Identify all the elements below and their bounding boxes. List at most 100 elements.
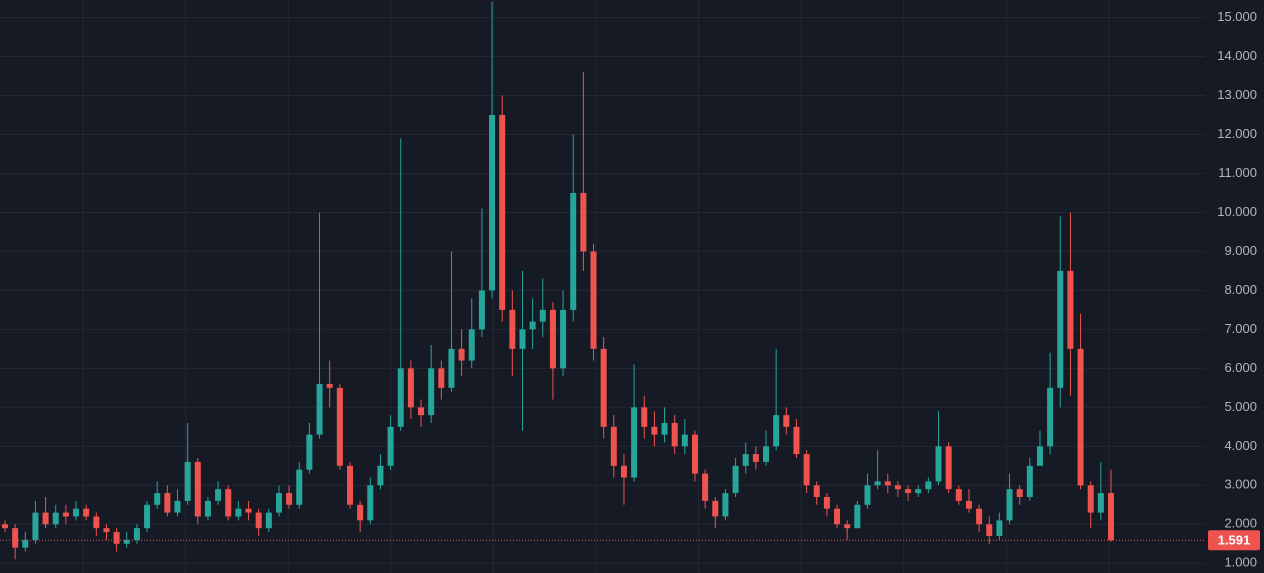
candle-body <box>458 348 465 361</box>
y-tick-label: 4.000 <box>1224 438 1257 453</box>
candle-body <box>773 415 780 447</box>
candle-body <box>834 508 841 525</box>
candle-body <box>336 387 343 466</box>
candle-body <box>945 446 952 490</box>
y-tick-label: 11.000 <box>1218 165 1257 180</box>
candle-body <box>32 512 39 540</box>
candle-body <box>489 114 496 291</box>
candle-body <box>823 496 830 509</box>
candle-body <box>478 290 485 330</box>
candle-body <box>1006 489 1013 521</box>
candle-body <box>93 516 100 529</box>
candle-body <box>255 512 262 529</box>
candles <box>2 1 1114 560</box>
candle-body <box>813 485 820 497</box>
y-tick-label: 3.000 <box>1224 477 1257 492</box>
candle-body <box>377 465 384 486</box>
candle-body <box>1047 387 1054 447</box>
candle-body <box>783 415 790 427</box>
price-axis: 1.000 2.000 3.000 4.000 5.000 6.000 7.000 8.000… <box>1217 9 1257 570</box>
candle-body <box>326 383 333 388</box>
candle-body <box>1057 270 1064 388</box>
candle-body <box>407 368 414 408</box>
candle-body <box>935 446 942 482</box>
candle-body <box>275 493 282 513</box>
y-tick-label: 15.000 <box>1217 9 1257 24</box>
candle-body <box>357 504 364 521</box>
candle-body <box>286 493 293 505</box>
y-tick-label: 2.000 <box>1224 516 1257 531</box>
candle-body <box>22 539 29 548</box>
candle-body <box>722 493 729 517</box>
candle-body <box>1067 270 1074 349</box>
candle-body <box>123 539 130 544</box>
candle-body <box>732 465 739 494</box>
candle-body <box>1108 493 1114 541</box>
candle-body <box>691 434 698 474</box>
candle-body <box>539 309 546 322</box>
y-tick-label: 7.000 <box>1224 321 1257 336</box>
candle-body <box>925 481 932 490</box>
last-price: 1.591 <box>0 530 1260 551</box>
candle-body <box>346 465 353 505</box>
y-tick-label: 9.000 <box>1224 243 1257 258</box>
candle-body <box>1016 489 1023 497</box>
candle-body <box>296 469 303 505</box>
candle-body <box>367 485 374 521</box>
candle-body <box>235 508 242 517</box>
candle-body <box>986 524 993 536</box>
candle-body <box>428 368 435 416</box>
candle-body <box>620 465 627 478</box>
candle-body <box>184 461 191 501</box>
candle-body <box>742 454 749 466</box>
y-tick-label: 12.000 <box>1217 126 1257 141</box>
candle-body <box>174 500 181 513</box>
candle-body <box>12 528 19 548</box>
candle-body <box>397 368 404 427</box>
candle-body <box>529 321 536 330</box>
candle-body <box>194 461 201 517</box>
candle-body <box>62 512 69 517</box>
candle-body <box>803 454 810 486</box>
candle-body <box>83 508 90 517</box>
last-price-label: 1.591 <box>1218 533 1251 548</box>
candle-body <box>306 434 313 470</box>
y-tick-label: 14.000 <box>1217 48 1257 63</box>
candle-body <box>610 426 617 466</box>
candle-body <box>681 434 688 447</box>
candle-body <box>448 348 455 388</box>
candle-body <box>468 329 475 361</box>
candle-body <box>225 489 232 517</box>
candle-body <box>793 426 800 455</box>
candle-body <box>580 192 587 252</box>
candle-body <box>509 309 516 349</box>
candle-body <box>438 368 445 388</box>
candle-body <box>894 485 901 490</box>
candle-body <box>641 407 648 427</box>
candle-body <box>874 481 881 486</box>
candle-body <box>215 489 222 501</box>
candle-body <box>316 383 323 435</box>
candle-body <box>549 309 556 369</box>
candle-body <box>245 508 252 513</box>
candle-body <box>154 493 161 505</box>
candle-body <box>651 426 658 435</box>
candle-body <box>712 500 719 517</box>
candle-body <box>113 532 120 544</box>
candle-body <box>1026 465 1033 497</box>
y-tick-label: 13.000 <box>1217 87 1257 102</box>
candle-body <box>387 426 394 466</box>
candle-body <box>661 422 668 435</box>
candle-body <box>671 422 678 447</box>
horizontal-grid <box>0 17 1205 564</box>
candle-body <box>418 407 425 416</box>
candle-body <box>164 493 171 513</box>
candle-body <box>144 504 151 529</box>
candle-body <box>590 251 597 349</box>
candle-body <box>42 512 49 525</box>
y-tick-label: 8.000 <box>1224 282 1257 297</box>
candle-body <box>1077 348 1084 486</box>
candle-body <box>570 192 577 310</box>
candle-body <box>204 500 211 517</box>
